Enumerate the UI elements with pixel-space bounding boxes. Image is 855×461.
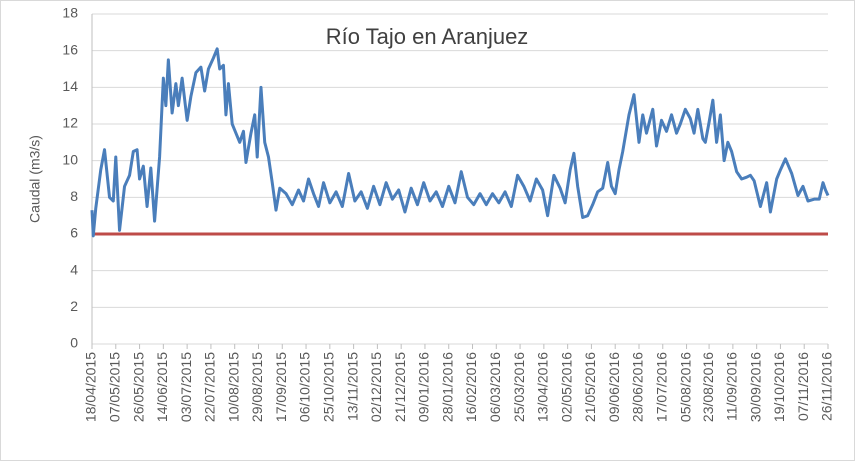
x-tick-label: 26/11/2016 bbox=[819, 352, 835, 421]
y-tick-label: 18 bbox=[62, 5, 78, 21]
y-tick-label: 16 bbox=[62, 41, 78, 57]
x-tick-label: 03/07/2015 bbox=[178, 352, 194, 422]
x-tick-label: 06/03/2016 bbox=[487, 352, 503, 422]
x-tick-label: 06/10/2015 bbox=[297, 352, 313, 422]
chart-title: Río Tajo en Aranjuez bbox=[326, 24, 529, 49]
x-tick-label: 18/04/2015 bbox=[83, 352, 99, 422]
x-tick-label: 29/08/2015 bbox=[249, 352, 265, 422]
x-tick-label: 09/06/2016 bbox=[606, 352, 622, 422]
x-tick-label: 07/11/2016 bbox=[795, 352, 811, 421]
x-tick-label: 13/11/2015 bbox=[344, 352, 360, 421]
x-tick-label: 02/05/2016 bbox=[558, 352, 574, 422]
y-tick-label: 6 bbox=[70, 225, 78, 241]
x-tick-label: 23/08/2016 bbox=[700, 352, 716, 422]
x-tick-label: 30/09/2016 bbox=[747, 352, 763, 422]
x-tick-label: 14/06/2015 bbox=[154, 352, 170, 422]
x-tick-label: 26/05/2015 bbox=[130, 352, 146, 422]
x-tick-label: 13/04/2016 bbox=[535, 352, 551, 422]
y-tick-label: 0 bbox=[70, 335, 78, 351]
y-tick-label: 12 bbox=[62, 115, 78, 131]
x-tick-label: 17/09/2015 bbox=[273, 352, 289, 422]
y-tick-label: 8 bbox=[70, 188, 78, 204]
x-tick-label: 25/10/2015 bbox=[321, 352, 337, 422]
x-tick-label: 02/12/2015 bbox=[368, 352, 384, 422]
x-tick-label: 11/09/2016 bbox=[724, 352, 740, 421]
x-tick-label: 25/03/2016 bbox=[511, 352, 527, 422]
x-tick-label: 07/05/2015 bbox=[106, 352, 122, 422]
y-tick-label: 10 bbox=[62, 151, 78, 167]
x-tick-label: 21/05/2016 bbox=[582, 352, 598, 422]
x-tick-label: 28/06/2016 bbox=[630, 352, 646, 422]
y-tick-label: 4 bbox=[70, 261, 78, 277]
x-tick-label: 22/07/2015 bbox=[202, 352, 218, 422]
x-tick-label: 09/01/2016 bbox=[416, 352, 432, 422]
x-tick-label: 17/07/2016 bbox=[653, 352, 669, 422]
y-tick-label: 2 bbox=[70, 298, 78, 314]
x-tick-label: 21/12/2015 bbox=[392, 352, 408, 422]
data-line bbox=[90, 47, 830, 238]
y-tick-label: 14 bbox=[62, 78, 78, 94]
x-tick-label: 10/08/2015 bbox=[225, 352, 241, 422]
x-tick-label: 19/10/2016 bbox=[771, 352, 787, 422]
x-tick-label: 16/02/2016 bbox=[463, 352, 479, 422]
x-tick-label: 28/01/2016 bbox=[439, 352, 455, 422]
x-tick-label: 05/08/2016 bbox=[677, 352, 693, 422]
y-axis-title: Caudal (m3/s) bbox=[27, 135, 43, 223]
